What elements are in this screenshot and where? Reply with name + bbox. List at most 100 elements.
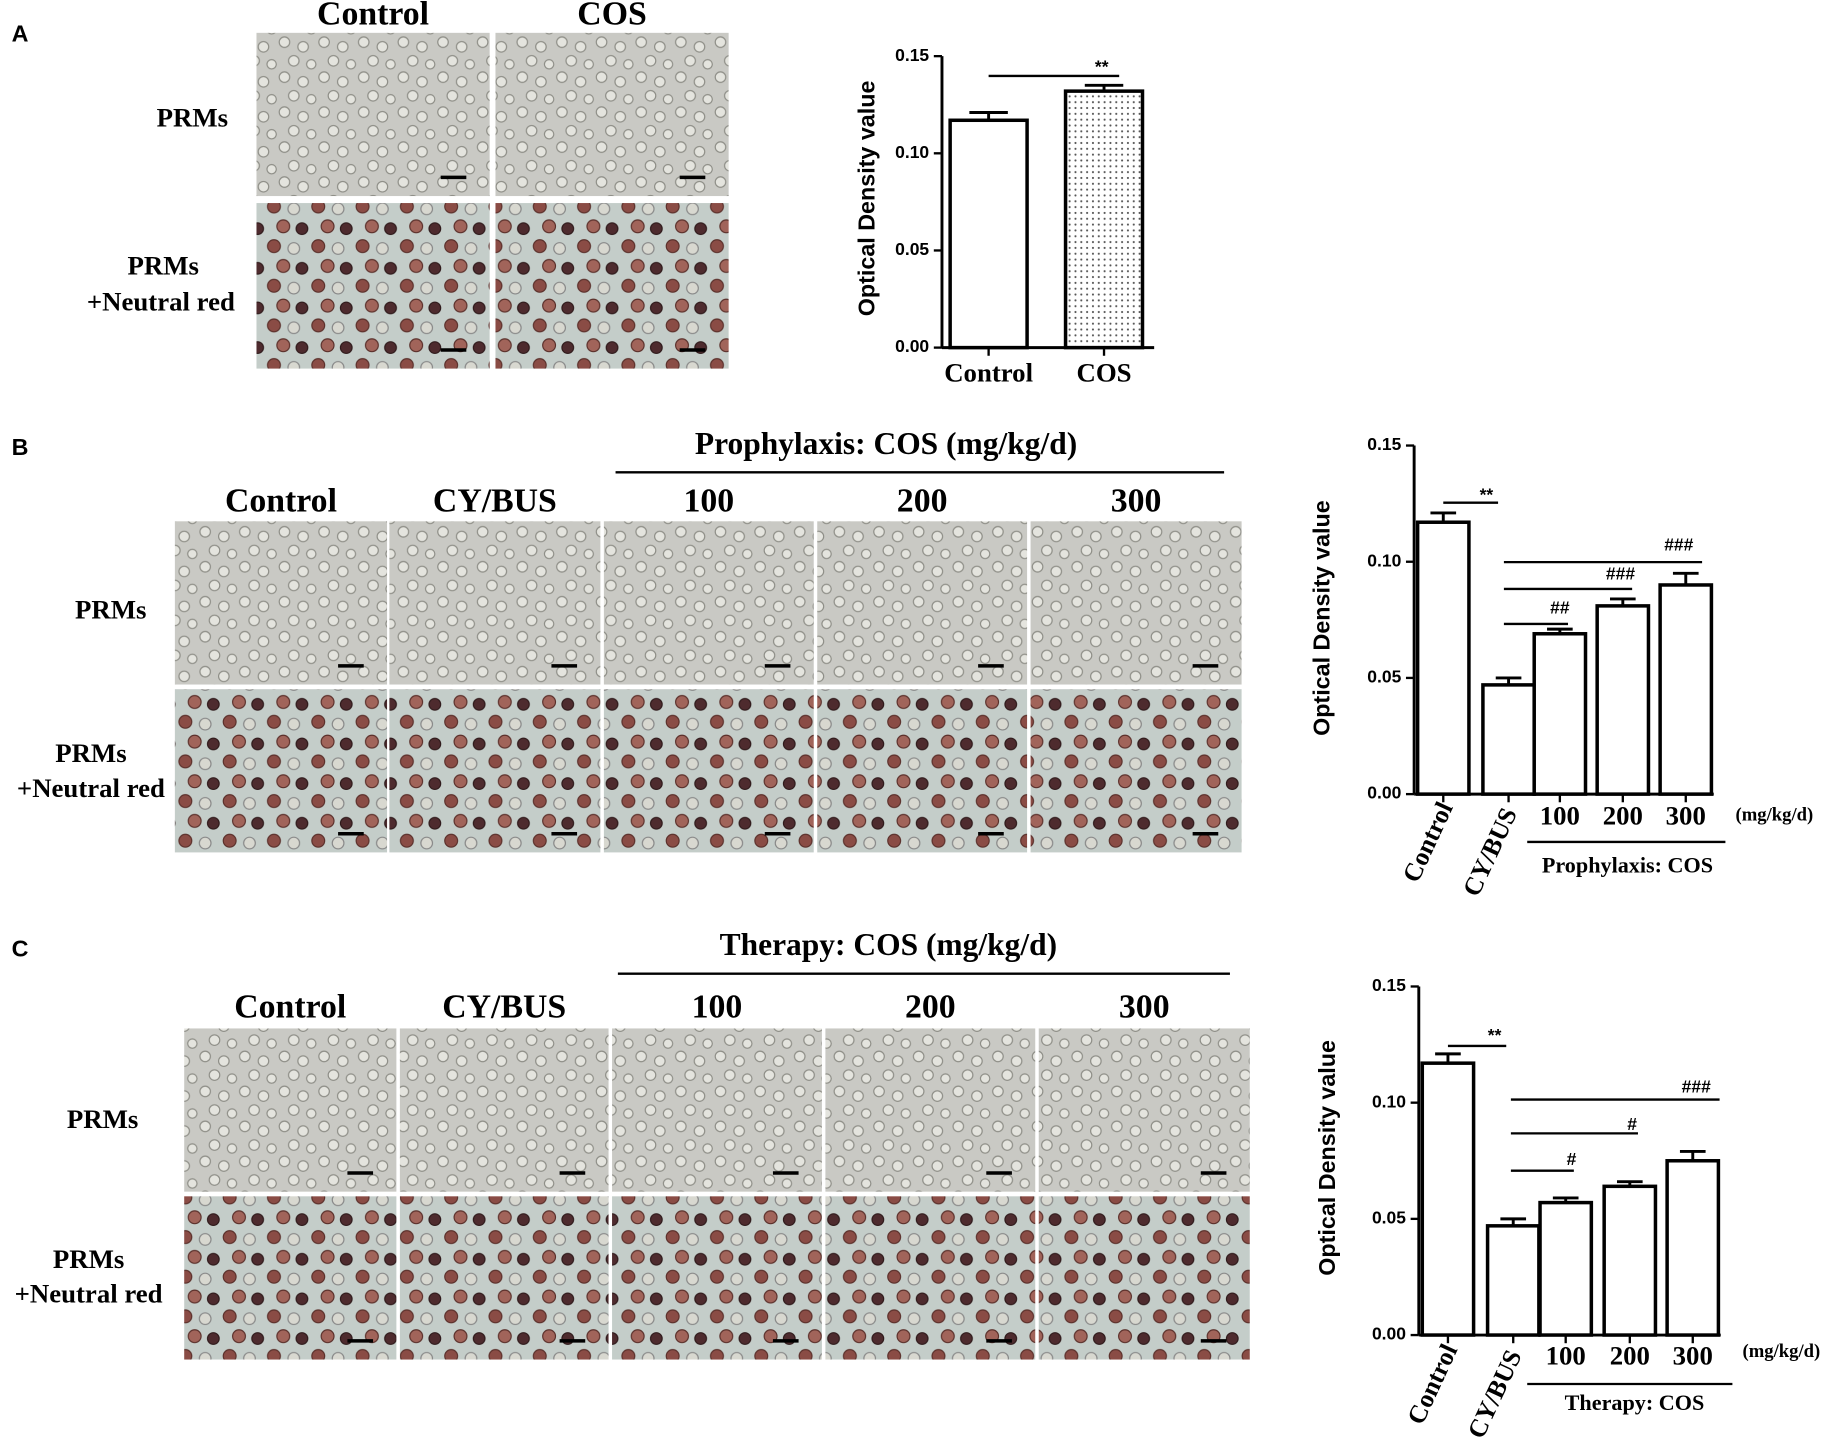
micrograph [825,1196,1036,1360]
panel-label: B [12,434,29,460]
significance-label: # [1627,1114,1637,1134]
bar [948,118,1029,350]
x-tick-label: Control [1401,1339,1463,1428]
unit-label: (mg/kg/d) [1736,805,1814,826]
row-label: PRMs [127,250,198,280]
x-tick-label: CY/BUS [1457,803,1523,900]
y-tick-label: 0.05 [1372,1207,1406,1227]
y-tick-label: 0.15 [1367,434,1401,454]
y-tick-label: 0.10 [1372,1091,1406,1111]
micrograph [174,689,388,853]
micrograph [825,1028,1036,1192]
micrograph [389,689,601,853]
micrograph [389,521,601,685]
significance-label: ### [1606,564,1635,584]
micrograph [495,32,729,197]
y-axis-label: Optical Density value [854,81,880,317]
y-axis-label: Optical Density value [1314,1040,1340,1276]
row-label: +Neutral red [17,773,165,803]
x-tick-label: COS [1076,358,1131,388]
bar [1485,1224,1541,1337]
column-label: CY/BUS [442,989,566,1026]
micrograph [1030,689,1242,853]
micrograph [256,32,490,197]
significance-label: # [1567,1149,1577,1169]
micrograph [495,203,729,369]
micrograph [1038,1028,1250,1192]
column-label: COS [577,0,647,32]
bar [1602,1184,1658,1337]
panel-label: C [12,935,29,961]
column-label: Control [317,0,429,32]
micrograph [184,1028,397,1192]
x-tick-label: 200 [1610,1341,1650,1371]
x-tick-label: CY/BUS [1462,1345,1528,1442]
micrograph [603,521,814,685]
significance-label: ** [1095,56,1109,76]
micrograph [399,1028,609,1192]
column-label: Control [234,989,346,1026]
column-label: Control [225,483,337,520]
micrograph [174,521,388,685]
y-tick-label: 0.05 [1367,667,1401,687]
x-tick-label: 300 [1673,1341,1713,1371]
bar [1532,632,1588,796]
micrograph [612,1028,822,1192]
bar [1658,583,1714,796]
micrograph [1038,1196,1250,1360]
column-label: 200 [897,483,948,520]
row-label: PRMs [67,1104,138,1134]
y-tick-label: 0.05 [895,239,929,259]
y-tick-label: 0.00 [1372,1324,1406,1344]
y-tick-label: 0.15 [895,45,929,65]
x-tick-label: 100 [1546,1341,1586,1371]
column-label: 300 [1119,989,1170,1026]
bar [1063,89,1145,350]
x-tick-label: Control [944,358,1033,388]
significance-label: ** [1488,1025,1502,1045]
x-tick-label: 100 [1540,801,1580,831]
y-tick-label: 0.15 [1372,975,1406,995]
row-label: +Neutral red [15,1279,163,1309]
row-label: PRMs [55,738,126,768]
bar [1538,1200,1594,1337]
bar [1415,520,1471,796]
micrograph [184,1196,397,1360]
micrograph [612,1196,822,1360]
group-header: Therapy: COS (mg/kg/d) [720,927,1057,962]
row-label: +Neutral red [87,287,235,317]
column-label: 100 [692,989,743,1026]
group-label: Prophylaxis: COS [1542,853,1713,878]
unit-label: (mg/kg/d) [1743,1341,1821,1362]
bar [1420,1061,1476,1337]
x-tick-label: 300 [1666,801,1706,831]
significance-label: ### [1682,1077,1711,1097]
bar [1665,1159,1721,1337]
column-label: 100 [683,483,734,520]
row-label: PRMs [53,1244,124,1274]
y-tick-label: 0.00 [895,336,929,356]
micrograph [1030,521,1242,685]
micrograph [399,1196,609,1360]
bar [1595,604,1651,796]
y-axis-label: Optical Density value [1308,500,1334,736]
y-tick-label: 0.10 [1367,550,1401,570]
panel-label: A [12,20,29,46]
significance-label: ## [1550,597,1570,617]
significance-label: ** [1480,484,1494,504]
column-label: CY/BUS [433,483,557,520]
row-label: PRMs [157,102,228,132]
micrograph [256,203,490,369]
column-label: 300 [1111,483,1162,520]
micrograph [603,689,814,853]
y-tick-label: 0.00 [1367,783,1401,803]
row-label: PRMs [75,594,146,624]
x-tick-label: Control [1397,797,1459,886]
y-tick-label: 0.10 [895,142,929,162]
x-tick-label: 200 [1603,801,1643,831]
micrograph [817,521,1028,685]
bar [1481,683,1536,796]
group-label: Therapy: COS [1565,1390,1705,1415]
significance-label: ### [1664,534,1693,554]
